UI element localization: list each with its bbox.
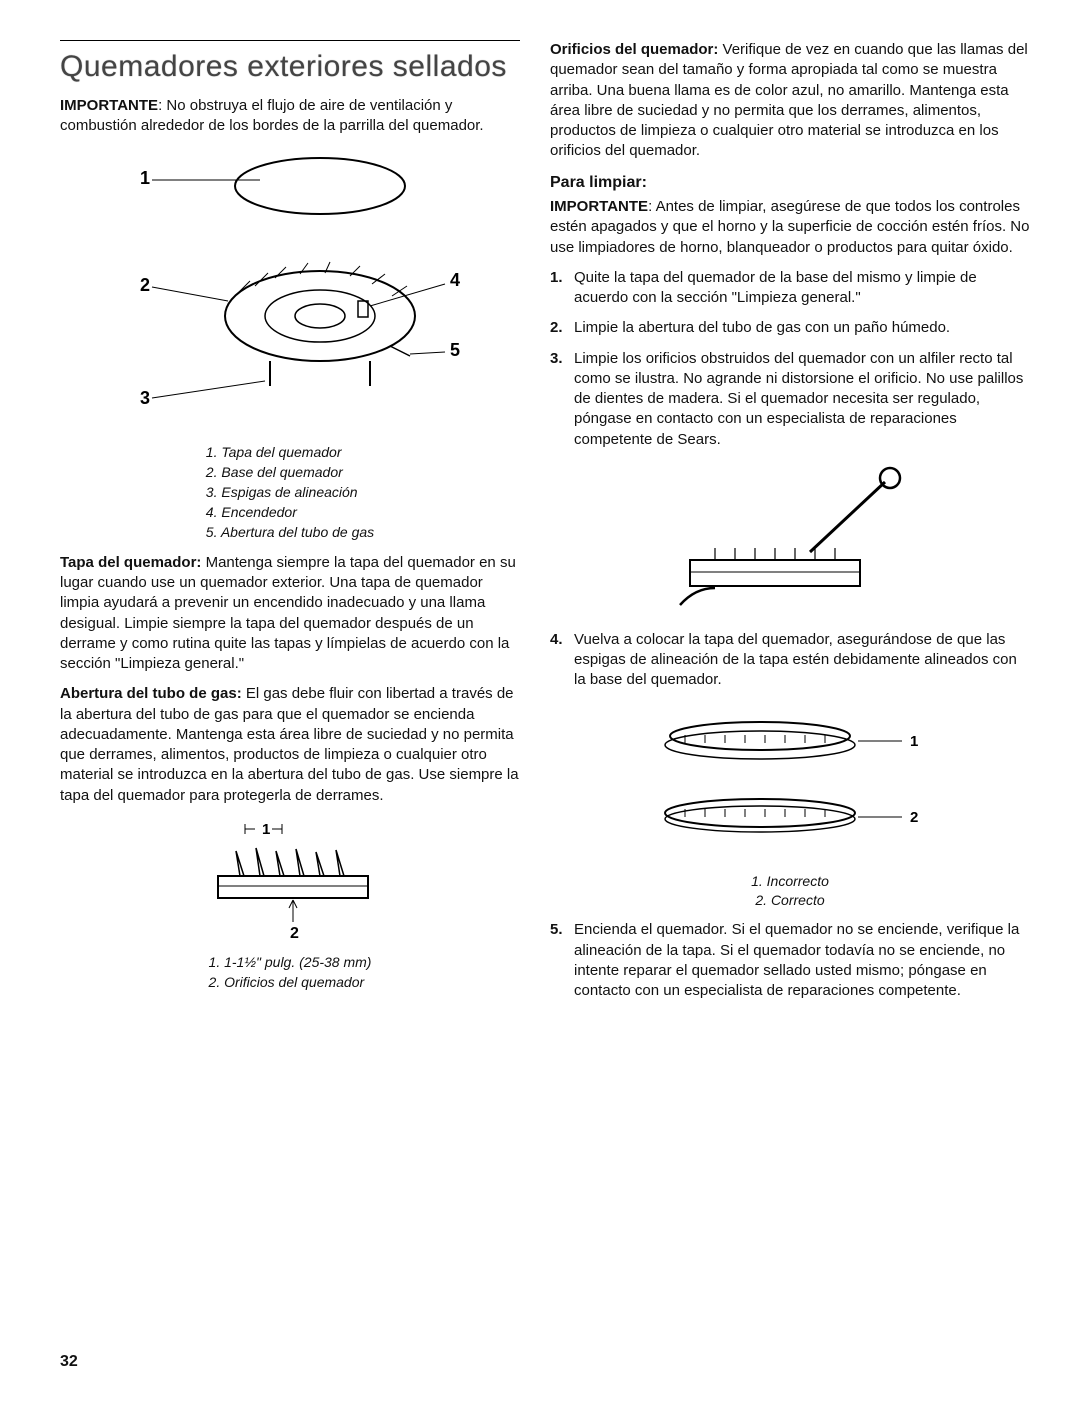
svg-text:3: 3 (140, 388, 150, 408)
orificios-text: Verifique de vez en cuando que las llama… (550, 41, 1028, 159)
legend-item: 2. Base del quemador (206, 463, 374, 482)
step-3: 3.Limpie los orificios obstruidos del qu… (550, 349, 1030, 450)
figure-pin (550, 460, 1030, 620)
legend-item: 3. Espigas de alineación (206, 483, 374, 502)
legend-item: 5. Abertura del tubo de gas (206, 523, 374, 542)
step-4: 4.Vuelva a colocar la tapa del quemador,… (550, 630, 1030, 691)
legend-item: 1. Incorrecto (550, 872, 1030, 891)
legend-item: 4. Encendedor (206, 503, 374, 522)
tapa-para: Tapa del quemador: Mantenga siempre la t… (60, 553, 520, 675)
figure1-legend: 1. Tapa del quemador 2. Base del quemado… (206, 442, 374, 542)
orificios-head: Orificios del quemador: (550, 41, 718, 58)
abertura-para: Abertura del tubo de gas: El gas debe fl… (60, 684, 520, 806)
step-5: 5.Encienda el quemador. Si el quemador n… (550, 920, 1030, 1001)
figure-alignment: 1 2 1. Incorrecto 2. Correcto (550, 701, 1030, 911)
legend-item: 2. Orificios del quemador (209, 973, 372, 992)
abertura-text: El gas debe fluir con libertad a través … (60, 685, 519, 803)
svg-text:1: 1 (140, 168, 150, 188)
importante-label: IMPORTANTE (60, 97, 158, 114)
svg-text:5: 5 (450, 340, 460, 360)
importante-para: IMPORTANTE: No obstruya el flujo de aire… (60, 96, 520, 137)
cleaning-steps: 1.Quite la tapa del quemador de la base … (550, 268, 1030, 450)
cleaning-steps-cont: 4.Vuelva a colocar la tapa del quemador,… (550, 630, 1030, 691)
cleaning-steps-cont2: 5.Encienda el quemador. Si el quemador n… (550, 920, 1030, 1001)
page-number: 32 (60, 1351, 78, 1373)
figure2-legend: 1. 1-1½" pulg. (25-38 mm) 2. Orificios d… (209, 952, 372, 993)
step-2: 2.Limpie la abertura del tubo de gas con… (550, 318, 1030, 338)
importante2-para: IMPORTANTE: Antes de limpiar, asegúrese … (550, 197, 1030, 258)
figure4-legend: 1. Incorrecto 2. Correcto (550, 872, 1030, 911)
para-limpiar-heading: Para limpiar: (550, 172, 1030, 194)
figure-burner-exploded: 1 2 3 4 5 1. Tapa del quemador 2. Base d… (60, 146, 520, 543)
svg-text:2: 2 (290, 925, 299, 942)
orificios-para: Orificios del quemador: Verifique de vez… (550, 40, 1030, 162)
legend-item: 2. Correcto (550, 891, 1030, 910)
tapa-text: Mantenga siempre la tapa del quemador en… (60, 554, 516, 672)
figure-flame: 1 2 (60, 816, 520, 993)
svg-text:2: 2 (910, 809, 918, 826)
svg-text:1: 1 (262, 821, 270, 838)
legend-item: 1. Tapa del quemador (206, 443, 374, 462)
step-1: 1.Quite la tapa del quemador de la base … (550, 268, 1030, 309)
importante2-label: IMPORTANTE (550, 198, 648, 215)
rule-top (60, 40, 520, 41)
section-title: Quemadores exteriores sellados (60, 47, 520, 88)
legend-item: 1. 1-1½" pulg. (25-38 mm) (209, 953, 372, 972)
svg-text:1: 1 (910, 733, 918, 750)
abertura-head: Abertura del tubo de gas: (60, 685, 242, 702)
svg-text:2: 2 (140, 275, 150, 295)
tapa-head: Tapa del quemador: (60, 554, 201, 571)
svg-text:4: 4 (450, 270, 460, 290)
